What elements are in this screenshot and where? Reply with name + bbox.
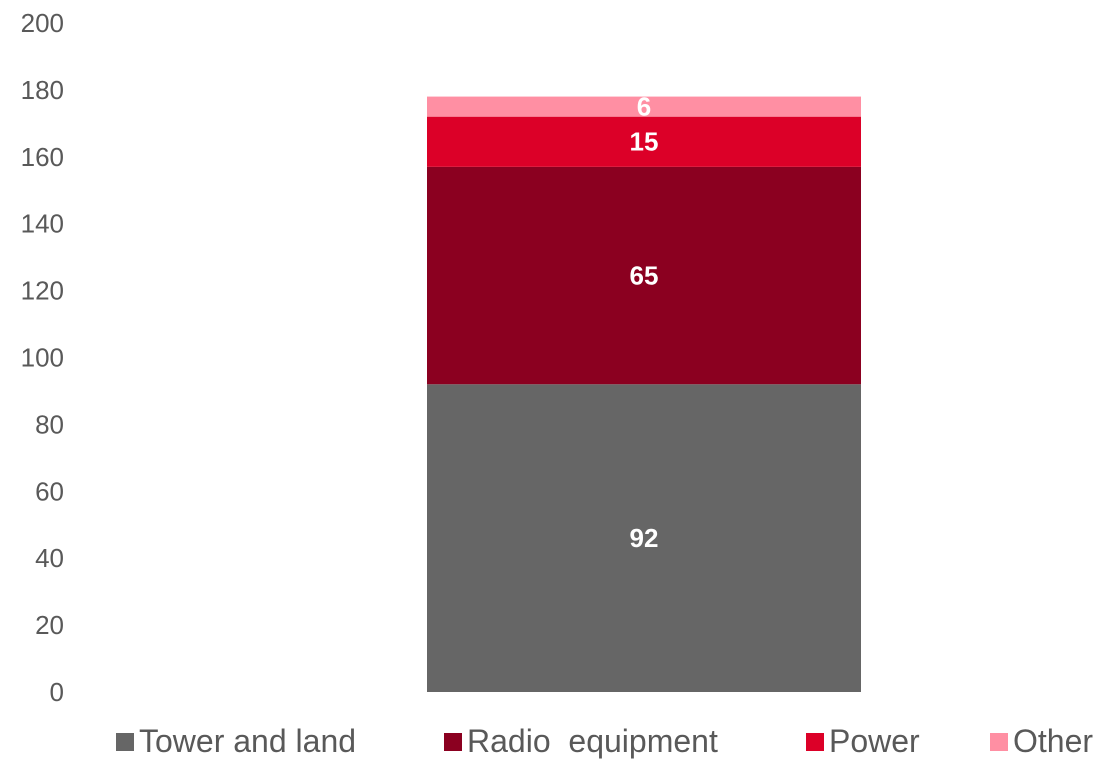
- y-tick-label: 180: [21, 75, 64, 105]
- legend-item-radio-equipment: Radio equipment: [444, 723, 718, 759]
- y-tick-label: 0: [50, 677, 64, 707]
- y-tick-label: 60: [35, 476, 64, 506]
- bar-stack: [427, 96, 861, 692]
- y-tick-label: 120: [21, 276, 64, 306]
- y-tick-label: 40: [35, 543, 64, 573]
- legend: Tower and land Radio equipment Power Other: [116, 723, 1093, 759]
- y-tick-label: 140: [21, 209, 64, 239]
- legend-label: Power: [829, 723, 920, 759]
- legend-label: Other: [1013, 723, 1093, 759]
- legend-item-power: Power: [806, 723, 920, 759]
- legend-label: Tower and land: [139, 723, 356, 759]
- bar-segment-power: [427, 116, 861, 167]
- y-tick-label: 100: [21, 343, 64, 373]
- y-tick-label: 160: [21, 142, 64, 172]
- bar-segment-other: [427, 96, 861, 117]
- data-label-tower-and-land: 92: [630, 523, 659, 553]
- legend-item-other: Other: [990, 723, 1093, 759]
- bar-segment-tower-and-land: [427, 384, 861, 692]
- legend-swatch: [806, 733, 824, 751]
- data-labels: 92 65 15 6: [630, 92, 659, 554]
- y-tick-label: 20: [35, 610, 64, 640]
- legend-item-tower-and-land: Tower and land: [116, 723, 356, 759]
- data-label-other: 6: [637, 92, 651, 122]
- y-tick-label: 200: [21, 8, 64, 38]
- legend-swatch: [444, 733, 462, 751]
- data-label-power: 15: [630, 127, 659, 157]
- data-label-radio-equipment: 65: [630, 261, 659, 291]
- legend-label: Radio equipment: [467, 723, 718, 759]
- bar-segment-radio-equipment: [427, 166, 861, 385]
- legend-swatch: [990, 733, 1008, 751]
- legend-swatch: [116, 733, 134, 751]
- y-axis: 0 20 40 60 80 100 120 140 160 180 200: [21, 8, 64, 707]
- y-tick-label: 80: [35, 409, 64, 439]
